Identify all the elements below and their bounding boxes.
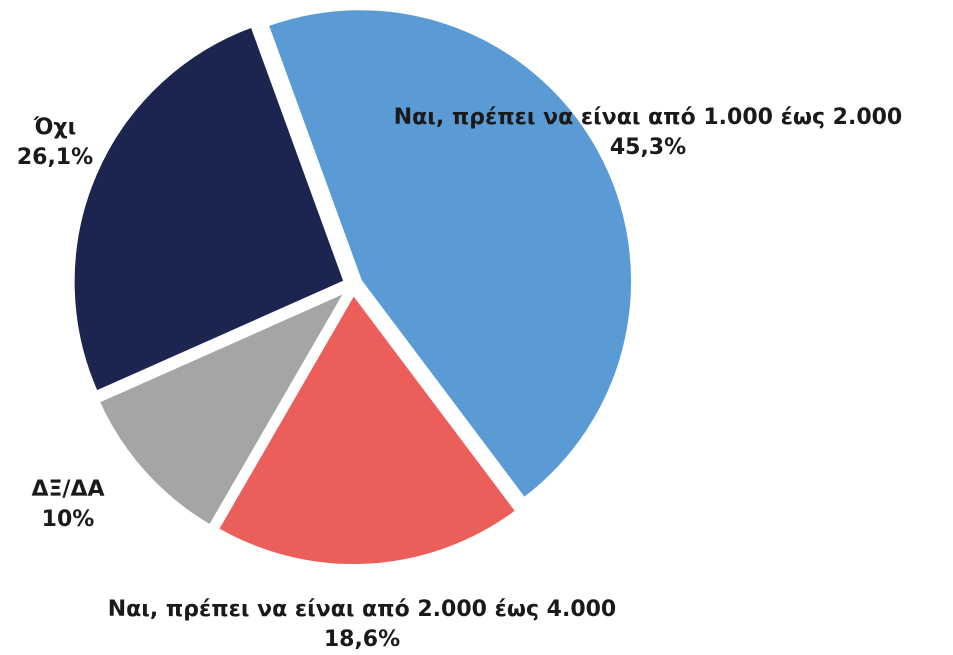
slice-value-label: 10% (42, 507, 95, 532)
slice-value-label: 18,6% (324, 627, 400, 652)
slice-category-label: Ναι, πρέπει να είναι από 1.000 έως 2.000 (394, 105, 903, 130)
slice-category-label: ΔΞ/ΔΑ (31, 477, 104, 502)
pie-slice-1 (264, 6, 635, 503)
slice-value-label: 45,3% (610, 135, 686, 160)
slice-category-label: Ναι, πρέπει να είναι από 2.000 έως 4.000 (108, 597, 617, 622)
slice-label-3: ΔΞ/ΔΑ 10% (31, 477, 104, 532)
slice-label-2: Ναι, πρέπει να είναι από 2.000 έως 4.000… (108, 597, 617, 652)
pie-slice-3 (94, 286, 352, 530)
pie-slices (70, 6, 635, 568)
pie-labels: Ναι, πρέπει να είναι από 1.000 έως 2.000… (17, 105, 902, 652)
pie-slice-2 (214, 289, 521, 568)
slice-value-label: 26,1% (17, 145, 93, 170)
slice-category-label: Όχι (33, 115, 76, 140)
slice-label-1: Ναι, πρέπει να είναι από 1.000 έως 2.000… (394, 105, 903, 160)
pie-slice-4 (70, 22, 349, 396)
slice-label-4: Όχι 26,1% (17, 115, 93, 170)
